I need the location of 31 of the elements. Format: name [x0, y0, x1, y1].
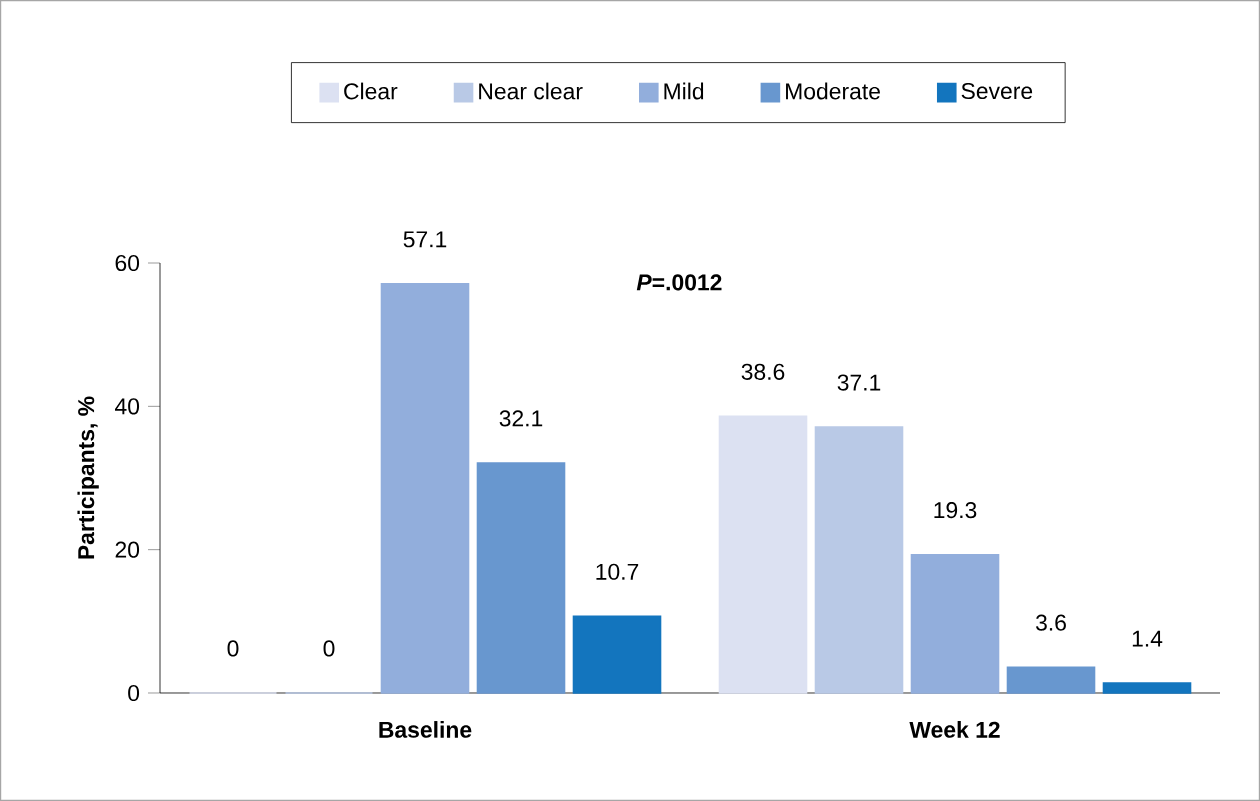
x-tick-label: Baseline: [379, 721, 472, 738]
y-axis-title: Participants, %: [77, 396, 99, 559]
y-tick-label: 60: [115, 254, 140, 272]
x-tick-label: Week 12: [909, 721, 1000, 738]
y-tick-label: 0: [128, 684, 140, 702]
bar: [1006, 666, 1096, 694]
data-label: 10.7: [596, 563, 639, 580]
data-label: 57.1: [403, 231, 447, 248]
legend-label: Moderate: [786, 82, 880, 100]
data-label: 32.1: [499, 410, 543, 427]
data-label: 3.6: [1035, 614, 1066, 631]
bar: [1102, 682, 1192, 694]
annotation: P=.0012: [636, 274, 722, 291]
bar: [718, 415, 808, 694]
data-label: 0: [323, 640, 335, 657]
legend-label: Near clear: [479, 82, 583, 100]
bar: [572, 615, 662, 694]
y-tick-label: 20: [115, 541, 140, 558]
data-label: 19.3: [934, 502, 977, 519]
bar: [476, 462, 566, 694]
y-tick-label: 40: [115, 398, 140, 415]
data-label: 37.1: [837, 374, 881, 391]
data-label: 38.6: [741, 363, 785, 380]
data-label: 0: [227, 640, 239, 657]
legend-label: Mild: [664, 82, 704, 100]
legend-label: Severe: [961, 82, 1033, 100]
legend-label: Clear: [344, 82, 398, 100]
bar: [814, 426, 904, 694]
bar: [380, 282, 470, 694]
bar: [910, 553, 1000, 694]
data-label: 1.4: [1132, 630, 1163, 647]
